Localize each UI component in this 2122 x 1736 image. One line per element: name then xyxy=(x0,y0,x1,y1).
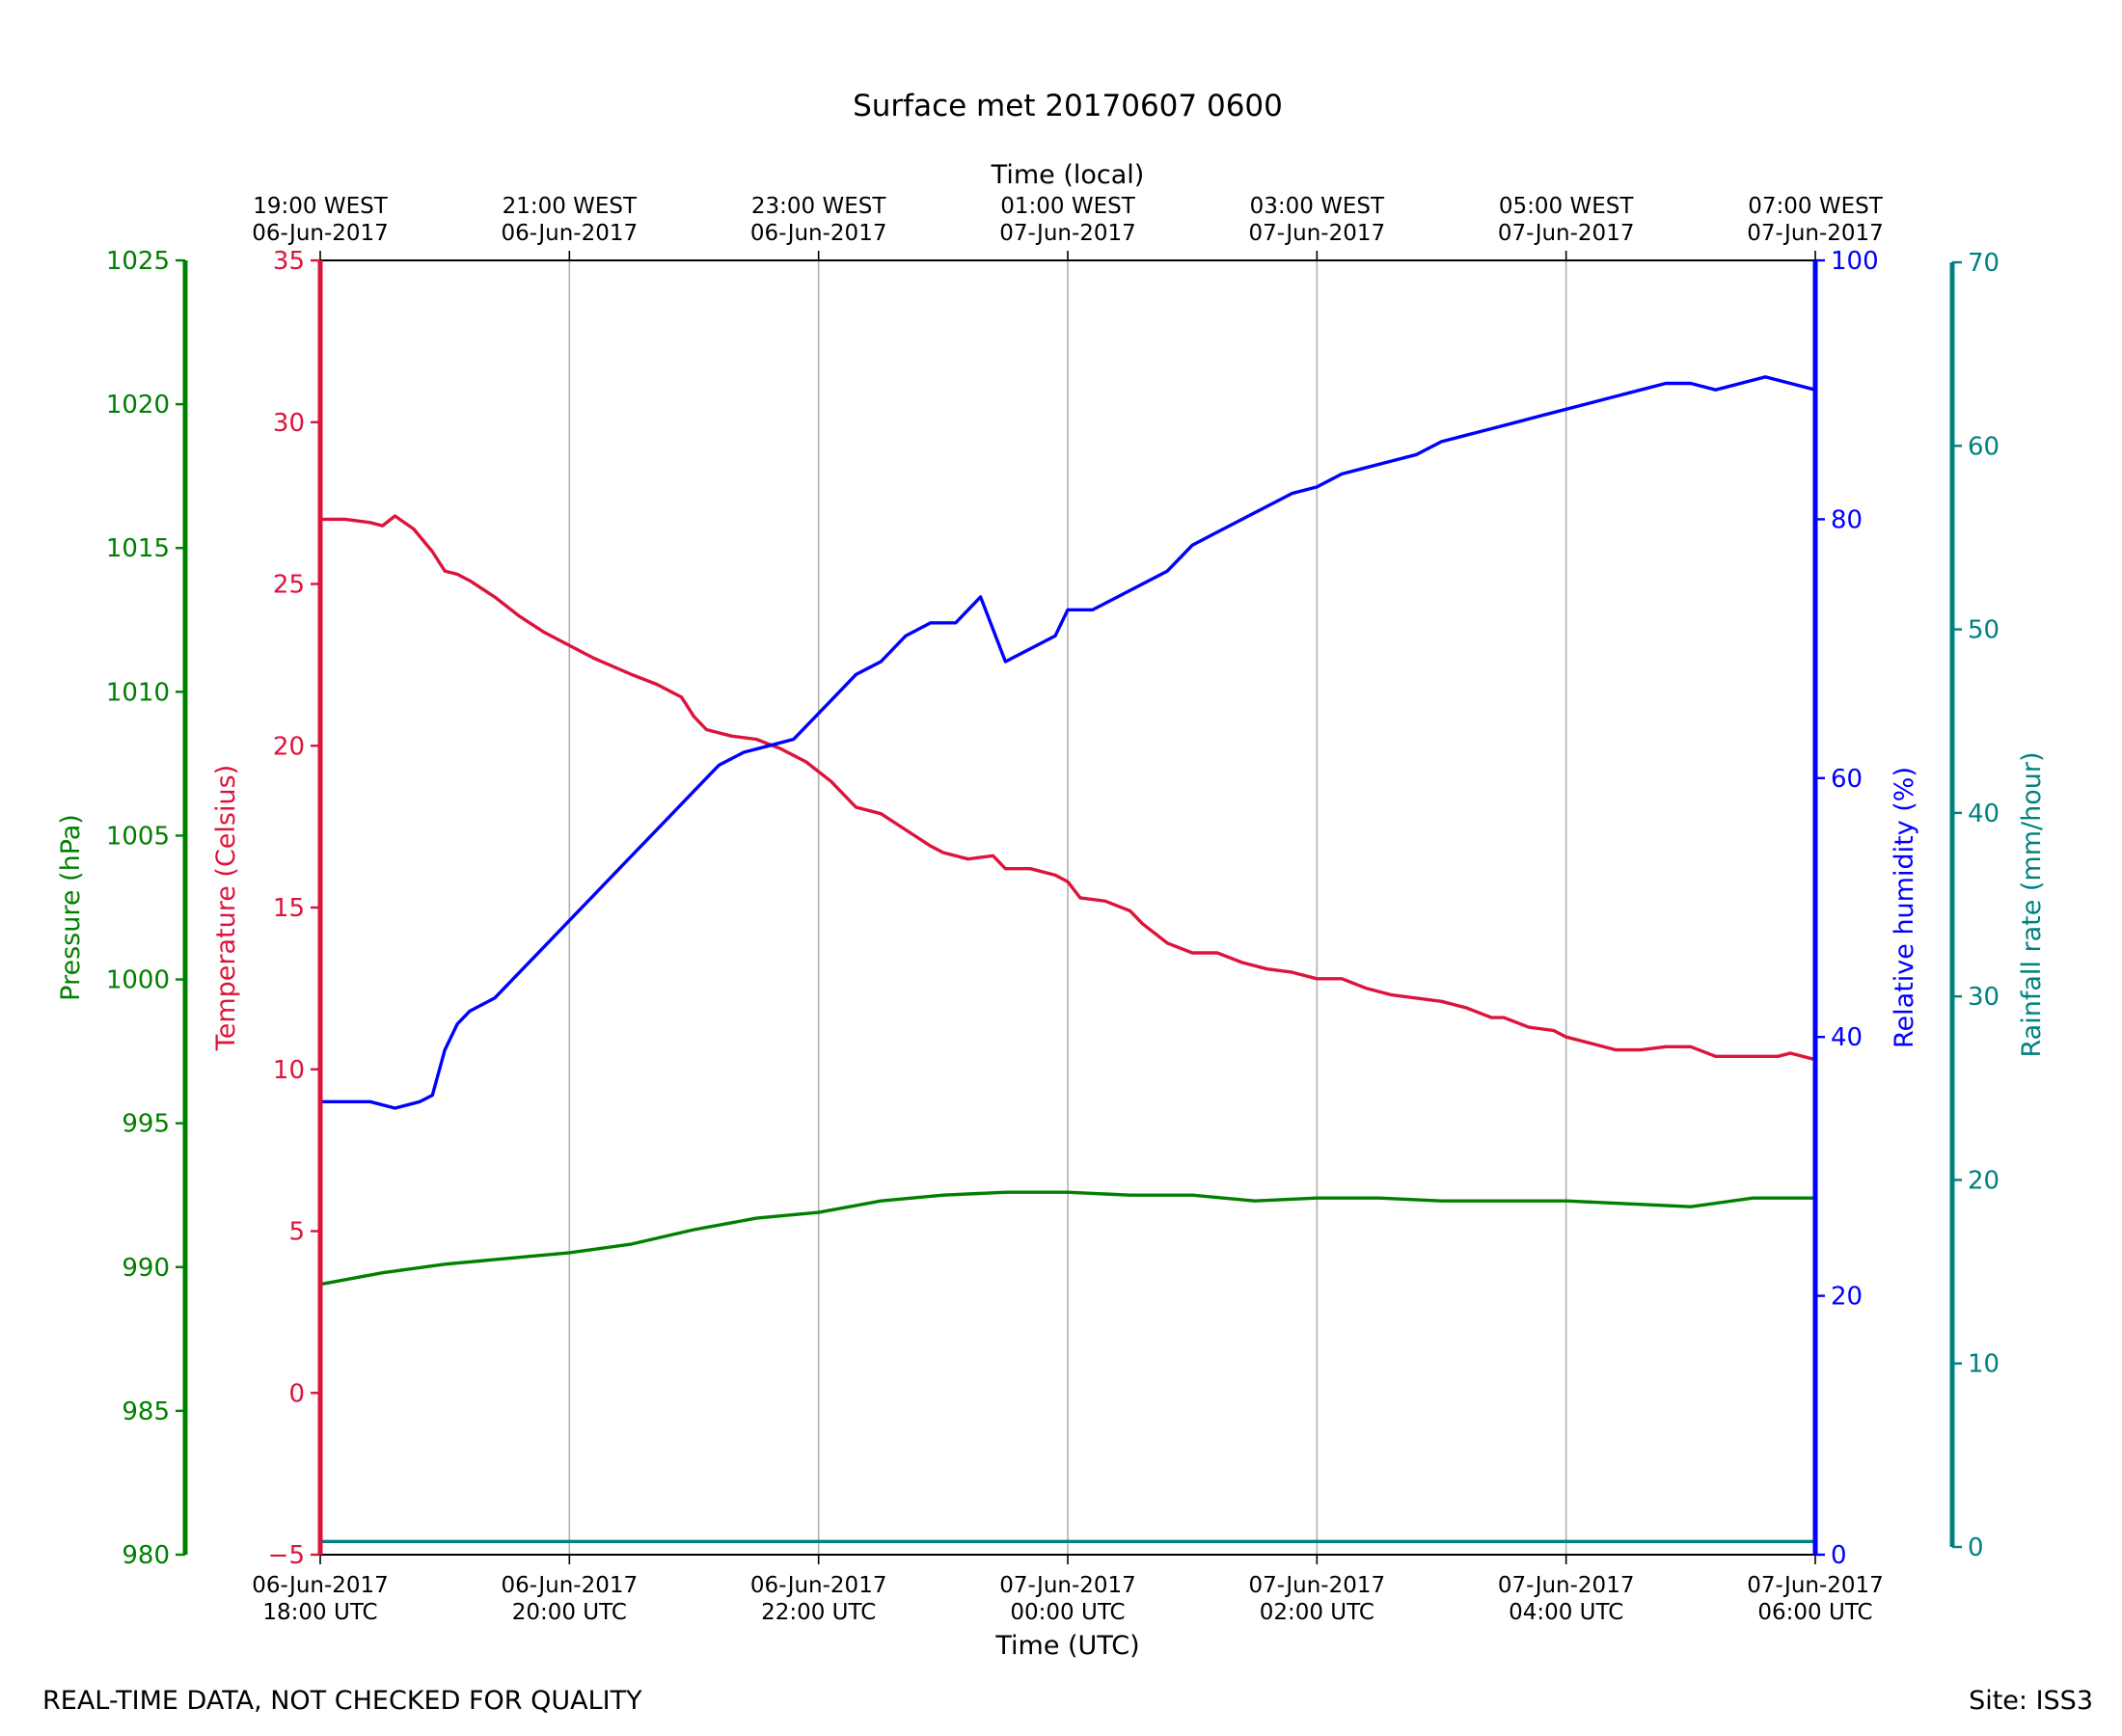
rainfall-tick-label: 0 xyxy=(1968,1533,1984,1562)
rainfall-tick-label: 50 xyxy=(1968,616,2000,645)
site-label: Site: ISS3 xyxy=(1969,1686,2093,1716)
pressure-tick-label: 1015 xyxy=(106,534,170,563)
pressure-tick-label: 1020 xyxy=(106,391,170,420)
x-tick-label-date: 07-Jun-2017 xyxy=(1498,1573,1635,1598)
top-tick-label-date: 07-Jun-2017 xyxy=(999,221,1136,246)
humidity-tick-label: 0 xyxy=(1831,1541,1847,1570)
temperature-tick-label: −5 xyxy=(268,1541,305,1570)
top-tick-label-date: 06-Jun-2017 xyxy=(502,221,639,246)
chart-title: Surface met 20170607 0600 xyxy=(853,89,1283,123)
top-tick-label-date: 07-Jun-2017 xyxy=(1747,221,1884,246)
series-line-temperature xyxy=(320,514,1816,1062)
top-tick-label-time: 21:00 WEST xyxy=(503,194,638,219)
top-tick-label-time: 05:00 WEST xyxy=(1499,194,1634,219)
x-tick-label-date: 07-Jun-2017 xyxy=(1747,1573,1884,1598)
top-tick-label-time: 01:00 WEST xyxy=(1000,194,1135,219)
x-tick-label-date: 06-Jun-2017 xyxy=(750,1573,887,1598)
pressure-tick-label: 1010 xyxy=(106,678,170,707)
x-tick-label-time: 04:00 UTC xyxy=(1509,1600,1623,1625)
axis-labels: Surface met 20170607 0600 Time (local) Tim… xyxy=(56,89,2047,1661)
gridlines xyxy=(568,260,1567,1555)
top-tick-label-date: 06-Jun-2017 xyxy=(252,221,389,246)
series-line-humidity xyxy=(320,375,1816,1110)
temperature-tick-label: 0 xyxy=(288,1379,305,1408)
pressure-tick-label: 990 xyxy=(122,1254,170,1283)
temperature-tick-label: 5 xyxy=(288,1218,305,1247)
rainfall-tick-label: 70 xyxy=(1968,249,2000,278)
x-tick-label-time: 00:00 UTC xyxy=(1010,1600,1125,1625)
pressure-tick-label: 995 xyxy=(122,1110,170,1139)
rainfall-axis-label: Rainfall rate (mm/hour) xyxy=(2017,752,2047,1058)
x-tick-label-time: 22:00 UTC xyxy=(761,1600,876,1625)
temperature-tick-label: 35 xyxy=(273,247,305,276)
humidity-tick-label: 80 xyxy=(1831,505,1863,534)
x-tick-label-time: 20:00 UTC xyxy=(512,1600,627,1625)
pressure-tick-label: 1000 xyxy=(106,966,170,995)
temperature-tick-label: 20 xyxy=(273,732,305,761)
pressure-tick-label: 985 xyxy=(122,1397,170,1426)
top-tick-label-time: 19:00 WEST xyxy=(253,194,388,219)
humidity-tick-label: 40 xyxy=(1831,1023,1863,1052)
axes xyxy=(176,251,1962,1564)
temperature-tick-label: 10 xyxy=(273,1056,305,1085)
x-tick-label-time: 02:00 UTC xyxy=(1260,1600,1374,1625)
series-lines xyxy=(319,375,1816,1544)
rainfall-tick-label: 30 xyxy=(1968,983,2000,1012)
top-axis-label: Time (local) xyxy=(991,160,1145,190)
x-tick-label-date: 06-Jun-2017 xyxy=(252,1573,389,1598)
x-tick-label-time: 06:00 UTC xyxy=(1757,1600,1872,1625)
top-tick-label-date: 07-Jun-2017 xyxy=(1498,221,1635,246)
pressure-axis-label: Pressure (hPa) xyxy=(56,814,86,1001)
x-tick-label-date: 07-Jun-2017 xyxy=(999,1573,1136,1598)
temperature-tick-label: 15 xyxy=(273,894,305,923)
series-line-pressure xyxy=(319,1190,1815,1287)
x-axis-label: Time (UTC) xyxy=(994,1631,1139,1661)
top-tick-label-time: 07:00 WEST xyxy=(1748,194,1883,219)
x-tick-label-date: 07-Jun-2017 xyxy=(1249,1573,1386,1598)
top-tick-label-date: 06-Jun-2017 xyxy=(750,221,887,246)
temperature-axis-label: Temperature (Celsius) xyxy=(211,765,241,1051)
rainfall-tick-label: 10 xyxy=(1968,1350,2000,1379)
pressure-tick-label: 1005 xyxy=(106,822,170,851)
x-tick-label-time: 18:00 UTC xyxy=(262,1600,377,1625)
humidity-tick-label: 100 xyxy=(1831,247,1879,276)
rainfall-tick-label: 60 xyxy=(1968,432,2000,461)
quality-note: REAL-TIME DATA, NOT CHECKED FOR QUALITY xyxy=(42,1686,642,1716)
pressure-tick-label: 980 xyxy=(122,1541,170,1570)
rainfall-tick-label: 40 xyxy=(1968,800,2000,828)
temperature-tick-label: 30 xyxy=(273,409,305,438)
top-tick-label-time: 03:00 WEST xyxy=(1250,194,1385,219)
temperature-tick-label: 25 xyxy=(273,571,305,600)
humidity-tick-label: 60 xyxy=(1831,765,1863,794)
x-tick-label-date: 06-Jun-2017 xyxy=(502,1573,639,1598)
rainfall-tick-label: 20 xyxy=(1968,1166,2000,1195)
humidity-tick-label: 20 xyxy=(1831,1283,1863,1312)
humidity-axis-label: Relative humidity (%) xyxy=(1890,767,1919,1048)
pressure-tick-label: 1025 xyxy=(106,247,170,276)
top-tick-label-date: 07-Jun-2017 xyxy=(1249,221,1386,246)
top-tick-label-time: 23:00 WEST xyxy=(751,194,886,219)
